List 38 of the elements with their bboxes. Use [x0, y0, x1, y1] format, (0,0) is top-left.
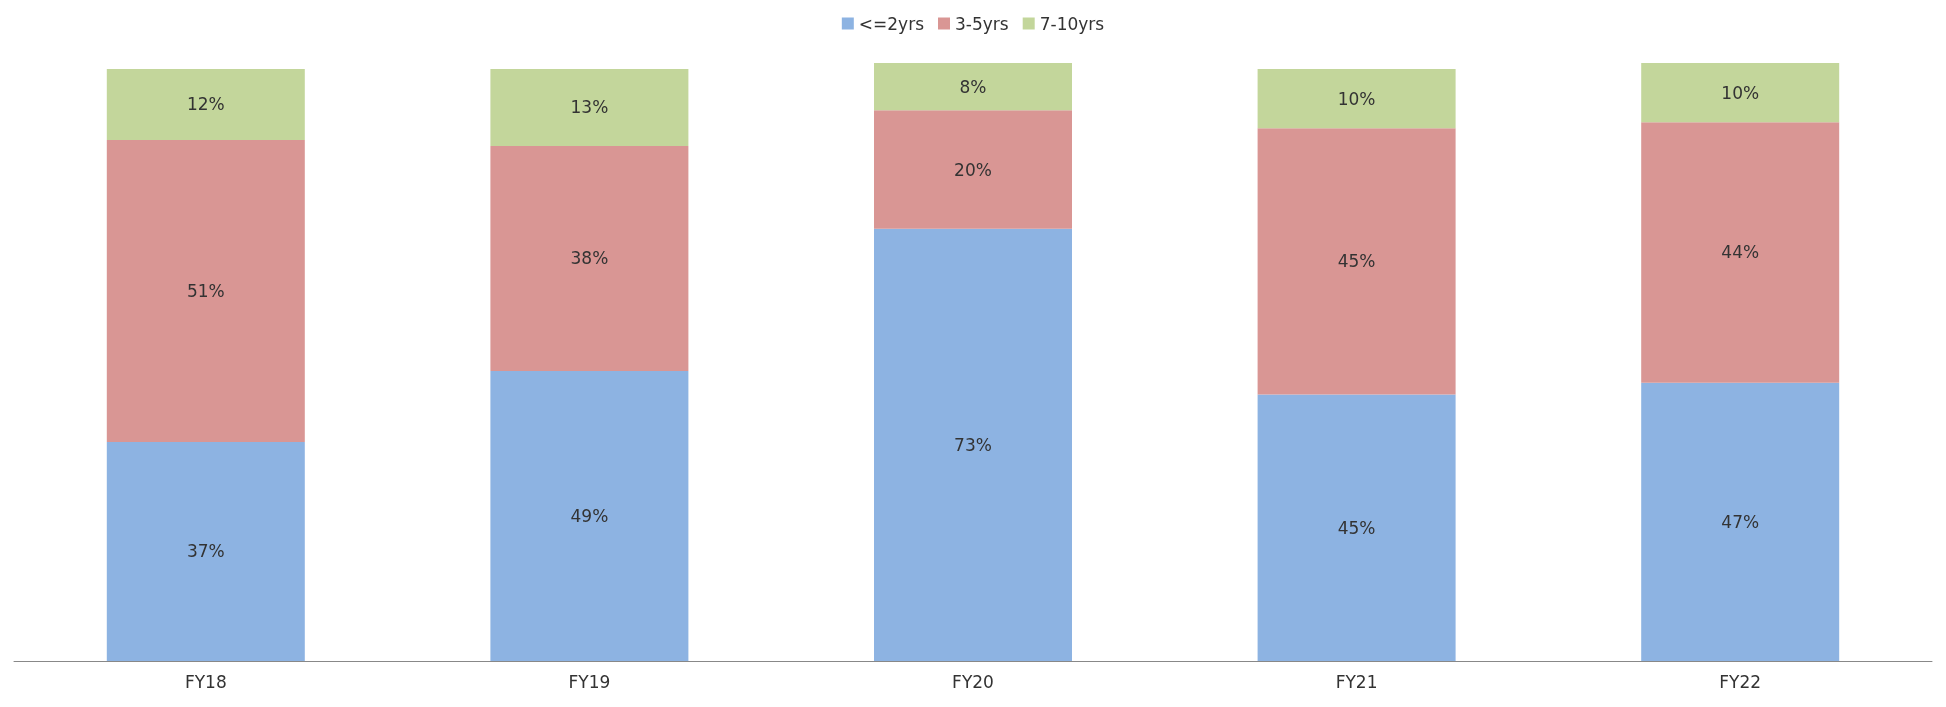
bar	[1641, 63, 1840, 123]
data-label: 45%	[1337, 517, 1376, 538]
data-label: 73%	[954, 434, 992, 455]
data-label: 13%	[570, 97, 609, 118]
data-label: 51%	[186, 280, 225, 301]
bar	[106, 139, 305, 442]
x-tick-label: FY19	[568, 671, 611, 692]
x-tick-label: FY21	[1335, 671, 1378, 692]
x-tick-label: FY18	[184, 671, 227, 692]
x-tick-label: FY20	[952, 671, 994, 692]
legend-label: <=2yrs	[858, 13, 925, 34]
legend-label: 3-5yrs	[955, 13, 1009, 34]
bar	[1257, 394, 1456, 661]
data-label: 10%	[1721, 82, 1760, 103]
data-label: 38%	[570, 248, 609, 269]
bar	[874, 63, 1072, 111]
data-label: 49%	[570, 505, 609, 526]
bar	[1257, 128, 1456, 395]
bar	[874, 228, 1072, 661]
bar	[1257, 68, 1456, 129]
data-label: 44%	[1721, 242, 1760, 263]
bar	[874, 110, 1072, 229]
bar	[1641, 122, 1840, 383]
x-tick-label: FY22	[1719, 671, 1762, 692]
bar	[490, 68, 689, 146]
bar	[490, 145, 689, 371]
data-label: 12%	[186, 94, 225, 115]
bar	[106, 441, 305, 661]
legend-label: 7-10yrs	[1039, 13, 1105, 34]
bar	[490, 370, 689, 661]
data-label: 37%	[186, 541, 225, 562]
data-label: 8%	[959, 76, 987, 97]
bar	[1641, 382, 1840, 661]
data-label: 45%	[1337, 251, 1376, 272]
data-label: 47%	[1721, 511, 1760, 532]
bar	[106, 68, 305, 140]
data-label: 20%	[954, 159, 992, 180]
data-label: 10%	[1337, 88, 1376, 109]
